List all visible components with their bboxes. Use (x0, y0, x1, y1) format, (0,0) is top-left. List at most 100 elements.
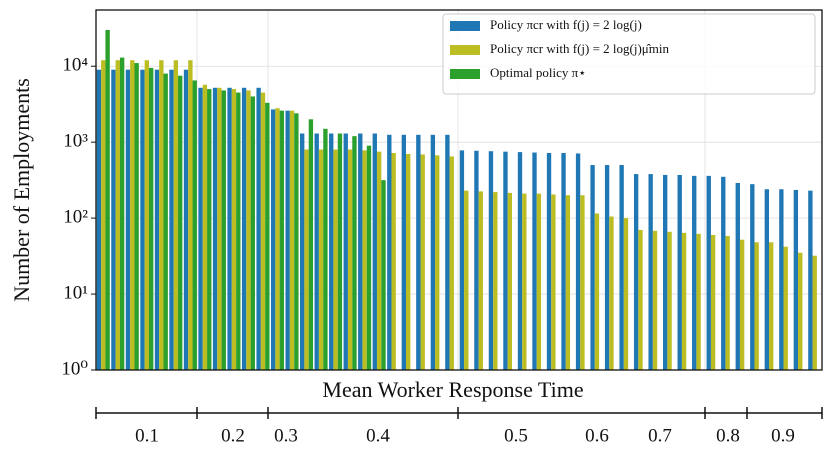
bar (488, 151, 494, 370)
bar (546, 153, 552, 370)
bar (101, 60, 106, 371)
bar (565, 195, 571, 370)
bar (159, 60, 164, 371)
bar (119, 57, 125, 371)
bar (522, 193, 527, 370)
bar (202, 84, 208, 371)
bar (250, 96, 255, 371)
bar (366, 145, 372, 370)
bar (231, 89, 237, 370)
bar (304, 149, 309, 370)
y-tick-label: 10⁴ (62, 55, 88, 76)
bar (134, 63, 139, 370)
bar (517, 152, 523, 370)
bar (503, 151, 508, 370)
bar (270, 109, 276, 370)
bar (347, 149, 353, 370)
bar (198, 87, 203, 371)
bar (754, 242, 759, 370)
bar (493, 192, 498, 370)
bar (638, 229, 643, 370)
x2-tick-label: 0.8 (716, 425, 740, 446)
bar (575, 153, 581, 370)
bar (300, 133, 305, 370)
legend-label: Optimal policy π⋆ (490, 65, 586, 80)
bar (609, 216, 614, 370)
bar (144, 60, 149, 371)
bar (337, 133, 343, 370)
legend-label: Policy πcr with f(j) = 2 log(j) (490, 17, 642, 32)
bar (169, 69, 174, 371)
bar (445, 134, 450, 370)
bar (329, 133, 334, 370)
bar (192, 80, 197, 370)
bar (580, 195, 585, 370)
bar (387, 134, 392, 370)
bar (769, 242, 774, 370)
bar (391, 153, 396, 370)
bar (381, 180, 386, 370)
bar (241, 87, 247, 371)
bar (358, 133, 363, 370)
bar (721, 176, 726, 370)
bar (416, 134, 421, 370)
bar (604, 165, 610, 370)
bar (260, 92, 266, 371)
bar (464, 190, 469, 370)
legend-swatch (450, 21, 480, 31)
bar (285, 110, 290, 370)
bar (750, 184, 755, 370)
bar (706, 175, 711, 370)
bar (246, 90, 251, 371)
bar (420, 154, 425, 370)
bar (779, 189, 784, 370)
bar (536, 193, 542, 370)
bar (343, 133, 348, 370)
bar (735, 182, 740, 370)
bar (178, 75, 183, 371)
secondary-axis (95, 407, 823, 419)
bar (111, 69, 116, 371)
bar (594, 213, 600, 370)
bar (227, 87, 232, 371)
bar (798, 252, 803, 370)
bar (551, 194, 556, 370)
bar (115, 60, 120, 371)
bar (279, 110, 285, 370)
bar (623, 218, 629, 370)
bar (308, 119, 314, 370)
x2-tick-label: 0.2 (221, 425, 245, 446)
bar (507, 192, 512, 370)
bar (633, 174, 639, 370)
bar (401, 134, 407, 370)
bar (236, 92, 241, 371)
x2-tick-label: 0.7 (648, 425, 672, 446)
bar (163, 73, 168, 371)
bar (221, 90, 226, 371)
bar (667, 231, 672, 370)
bar (692, 175, 697, 370)
bar (362, 150, 367, 370)
bar (652, 230, 658, 370)
y-axis-label: Number of Employments (9, 78, 34, 302)
bar (478, 191, 483, 370)
x2-tick-label: 0.9 (771, 425, 795, 446)
bar (812, 255, 817, 370)
bar (275, 108, 280, 370)
bar (783, 246, 788, 370)
y-tick-label: 10¹ (63, 282, 88, 303)
bar (590, 165, 595, 370)
bar (677, 174, 682, 370)
bar (648, 174, 653, 370)
bar (130, 60, 135, 371)
legend-swatch (450, 69, 480, 79)
bar (619, 165, 624, 370)
bar (294, 113, 299, 370)
bar (696, 233, 701, 370)
bar (154, 69, 160, 371)
x2-tick-label: 0.1 (135, 425, 159, 446)
bar (764, 189, 770, 370)
bar (265, 102, 270, 371)
bar (207, 89, 212, 370)
bar (725, 236, 730, 370)
